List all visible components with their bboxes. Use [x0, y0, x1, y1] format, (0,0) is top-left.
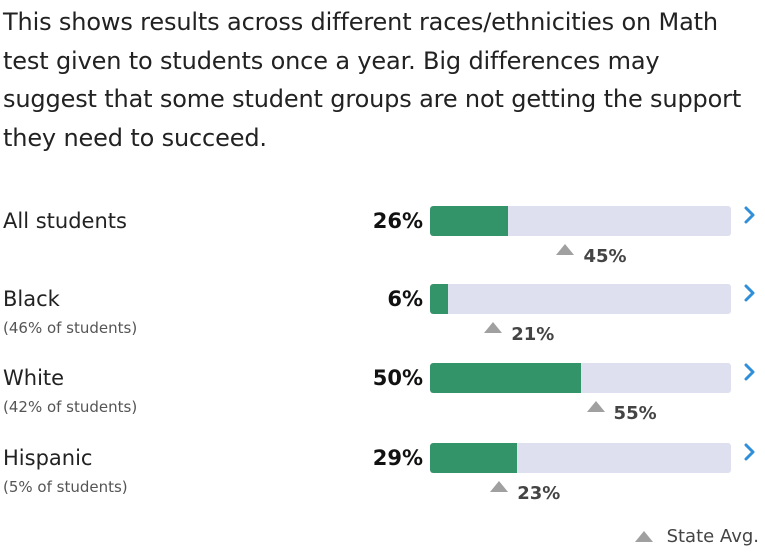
triangle-up-icon [635, 531, 654, 542]
state-average-marker: 55% [586, 399, 657, 424]
group-name: Black [3, 287, 60, 311]
group-row-all-students[interactable]: All students 26% 45% [0, 204, 765, 277]
group-score: 50% [372, 366, 423, 390]
state-average-value: 23% [517, 483, 561, 504]
triangle-up-icon [586, 401, 605, 412]
description-text: This shows results across different race… [3, 8, 742, 152]
triangle-up-icon [484, 322, 503, 333]
state-average-marker: 45% [556, 242, 627, 267]
score-bar-fill [430, 206, 509, 236]
group-score: 26% [372, 209, 423, 233]
legend-label: State Avg. [666, 526, 759, 547]
chevron-right-icon[interactable] [742, 204, 758, 230]
score-bar-track [430, 284, 731, 314]
score-bar-track [430, 206, 731, 236]
group-name: White [3, 366, 65, 390]
chevron-right-icon[interactable] [742, 441, 758, 467]
state-average-legend: State Avg. [635, 523, 759, 551]
score-bar-track [430, 443, 731, 473]
group-score: 6% [387, 287, 423, 311]
score-bar-fill [430, 363, 581, 393]
group-share: (42% of students) [3, 398, 138, 416]
group-row-hispanic[interactable]: Hispanic (5% of students) 29% 23% [0, 441, 765, 514]
group-share: (5% of students) [3, 478, 128, 496]
group-score: 29% [372, 446, 423, 470]
state-average-marker: 21% [484, 320, 554, 345]
state-average-value: 55% [613, 403, 657, 424]
group-name: Hispanic [3, 446, 93, 470]
state-average-marker: 23% [490, 479, 560, 504]
score-bar-fill [430, 284, 449, 314]
group-share: (46% of students) [3, 319, 138, 337]
group-row-white[interactable]: White (42% of students) 50% 55% [0, 361, 765, 434]
state-average-value: 45% [583, 246, 627, 267]
triangle-up-icon [556, 244, 575, 255]
score-bar-fill [430, 443, 518, 473]
group-name: All students [3, 209, 127, 233]
chevron-right-icon[interactable] [742, 361, 758, 387]
score-bar-track [430, 363, 731, 393]
group-row-black[interactable]: Black (46% of students) 6% 21% [0, 282, 765, 355]
chevron-right-icon[interactable] [742, 282, 758, 308]
state-average-value: 21% [511, 324, 555, 345]
triangle-up-icon [490, 481, 509, 492]
